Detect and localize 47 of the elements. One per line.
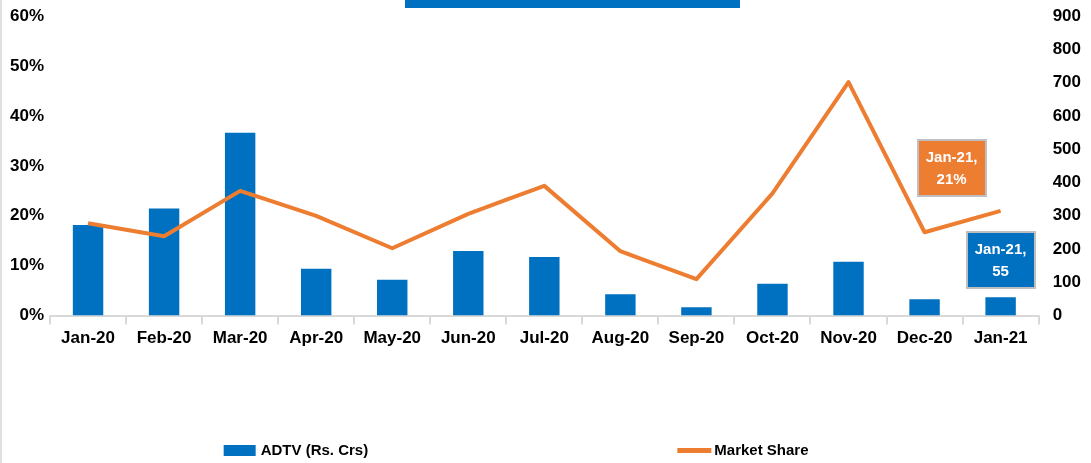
bar <box>909 299 940 316</box>
bar <box>757 283 788 316</box>
y-tick-label: 40% <box>9 105 45 125</box>
y-tick-label: 10% <box>9 255 45 275</box>
y2-tick-label: 700 <box>1052 72 1082 92</box>
bar <box>377 279 408 316</box>
data-label: Jan-21, 21% <box>916 138 987 197</box>
x-tick-label: Feb-20 <box>136 328 192 348</box>
x-tick-label: Apr-20 <box>289 328 344 348</box>
y-tick-label: 0% <box>19 305 45 325</box>
x-tick-label: Aug-20 <box>591 328 650 348</box>
bar <box>148 208 180 316</box>
y2-tick-label: 400 <box>1052 172 1082 192</box>
y2-tick-label: 0 <box>1052 305 1063 325</box>
x-tick-label: Jan-21 <box>973 328 1028 348</box>
x-tick-label: Jul-20 <box>519 328 569 348</box>
y2-tick-label: 500 <box>1052 138 1082 158</box>
bar <box>72 225 104 316</box>
y-tick-label: 30% <box>9 155 45 175</box>
bar <box>985 297 1016 316</box>
y2-tick-label: 600 <box>1052 105 1082 125</box>
bar <box>605 294 636 316</box>
x-tick-label: Jun-20 <box>440 328 496 348</box>
bar <box>453 251 484 316</box>
legend-label: Market Share <box>714 441 809 459</box>
data-label: Jan-21, 55 <box>965 231 1036 290</box>
y-tick-label: 60% <box>9 5 45 25</box>
bar <box>529 257 560 316</box>
x-tick-label: Jan-20 <box>61 328 115 348</box>
legend-label: ADTV (Rs. Crs) <box>260 441 369 459</box>
y2-tick-label: 100 <box>1052 272 1082 292</box>
bar <box>681 307 712 316</box>
bar <box>833 261 864 316</box>
y-tick-label: 20% <box>9 205 45 225</box>
x-tick-label: Sep-20 <box>668 328 725 348</box>
x-tick-label: May-20 <box>363 328 422 348</box>
bar <box>224 132 256 316</box>
y2-tick-label: 300 <box>1052 205 1082 225</box>
x-tick-label: Dec-20 <box>896 328 953 348</box>
y-tick-label: 50% <box>9 55 45 75</box>
y2-tick-label: 900 <box>1052 5 1082 25</box>
x-tick-label: Mar-20 <box>212 328 268 348</box>
y2-tick-label: 200 <box>1052 238 1082 258</box>
bar <box>300 268 332 316</box>
x-tick-label: Oct-20 <box>746 328 799 348</box>
x-tick-label: Nov-20 <box>820 328 877 348</box>
y2-tick-label: 800 <box>1052 39 1082 59</box>
